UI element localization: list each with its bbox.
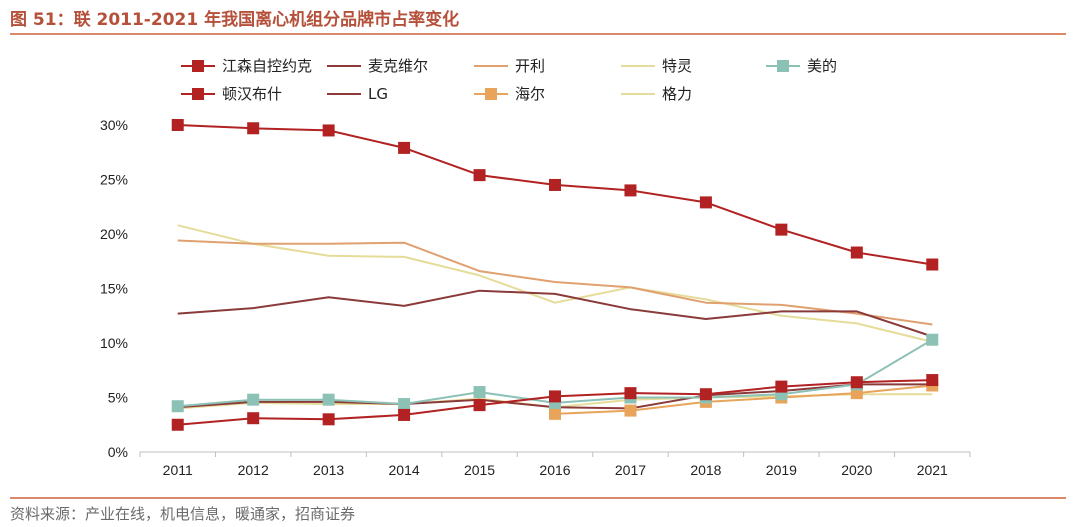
y-tick-label: 10% [100, 335, 128, 351]
series-line [554, 384, 933, 415]
legend-item: 海尔 [474, 85, 545, 103]
series-2 [177, 289, 933, 338]
x-tick-label: 2012 [238, 462, 269, 478]
series-line [177, 224, 933, 343]
series-1 [171, 119, 939, 271]
data-point [775, 380, 788, 393]
x-tick-label: 2018 [690, 462, 721, 478]
y-tick-label: 30% [100, 117, 128, 133]
x-tick-label: 2015 [464, 462, 495, 478]
legend-item: LG [327, 85, 388, 103]
data-point [775, 223, 788, 236]
x-tick-label: 2011 [163, 462, 193, 478]
legend-label: 格力 [662, 85, 692, 103]
data-point [398, 398, 411, 411]
x-axis: 2011 2012 2013 2014 2015 2016 2017 2018 2019 2020… [139, 451, 971, 478]
x-tick-label: 2021 [917, 462, 948, 478]
legend-item: 美的 [766, 57, 837, 75]
figure-title: 图 51：联 2011-2021 年我国离心机组分品牌市占率变化 [10, 10, 460, 30]
legend-item: 特灵 [621, 57, 692, 75]
legend-label: 美的 [807, 57, 837, 75]
legend-label: 麦克维尔 [368, 57, 428, 75]
data-point [699, 388, 712, 401]
data-point [850, 246, 863, 259]
legend-label: 江森自控约克 [222, 57, 312, 75]
data-point [473, 386, 486, 399]
x-tick-label: 2016 [539, 462, 570, 478]
series-line [177, 289, 933, 338]
x-tick-label: 2020 [841, 462, 872, 478]
data-point [926, 258, 939, 271]
legend-item: 顿汉布什 [181, 85, 282, 103]
legend-item: 格力 [621, 85, 692, 103]
title-rule [10, 33, 1066, 35]
data-point [699, 196, 712, 209]
legend-swatch-marker [777, 60, 789, 72]
data-point [247, 393, 260, 406]
data-point [398, 408, 411, 421]
source-note: 资料来源：产业在线，机电信息，暖通家，招商证券 [10, 505, 356, 523]
y-tick-label: 25% [100, 172, 128, 188]
legend-label: 海尔 [515, 85, 545, 103]
legend-label: 特灵 [662, 57, 692, 75]
data-point [549, 390, 561, 403]
legend-item: 麦克维尔 [327, 57, 428, 75]
data-point [322, 413, 335, 426]
y-tick-label: 15% [100, 281, 128, 297]
data-point [926, 374, 939, 387]
x-tick-label: 2013 [313, 462, 344, 478]
series-line [177, 239, 933, 326]
data-point [171, 400, 184, 413]
legend-label: 顿汉布什 [222, 85, 282, 103]
data-point [171, 119, 184, 131]
legend-swatch-marker [192, 60, 204, 72]
data-point [624, 184, 637, 197]
data-point [247, 412, 260, 425]
y-tick-label: 5% [108, 390, 128, 406]
data-point [549, 407, 561, 420]
data-point [398, 141, 411, 154]
data-point [926, 333, 939, 346]
data-point [624, 404, 637, 417]
legend-item: 江森自控约克 [181, 57, 312, 75]
data-point [247, 122, 260, 135]
data-point [624, 387, 637, 400]
y-tick-label: 0% [108, 444, 128, 460]
series-6 [171, 374, 939, 431]
data-point [473, 399, 486, 412]
legend-label: LG [368, 85, 388, 103]
data-point [473, 169, 486, 182]
legend-swatch-marker [485, 88, 497, 100]
x-tick-label: 2014 [389, 462, 420, 478]
data-point [850, 376, 863, 389]
source-rule [10, 497, 1066, 499]
y-axis: 0% 5% 10% 15% 20% 25% 30% [100, 117, 128, 460]
data-point [549, 178, 561, 191]
y-tick-label: 20% [100, 226, 128, 242]
series-3 [177, 239, 933, 326]
data-point [322, 393, 335, 406]
series-4 [177, 224, 933, 343]
legend-item: 开利 [474, 57, 545, 75]
data-point [322, 124, 335, 137]
x-tick-label: 2017 [615, 462, 646, 478]
data-point [171, 418, 184, 431]
series-layer [171, 119, 939, 431]
legend-label: 开利 [515, 57, 545, 75]
x-tick-label: 2019 [766, 462, 797, 478]
legend-swatch-marker [192, 88, 204, 100]
